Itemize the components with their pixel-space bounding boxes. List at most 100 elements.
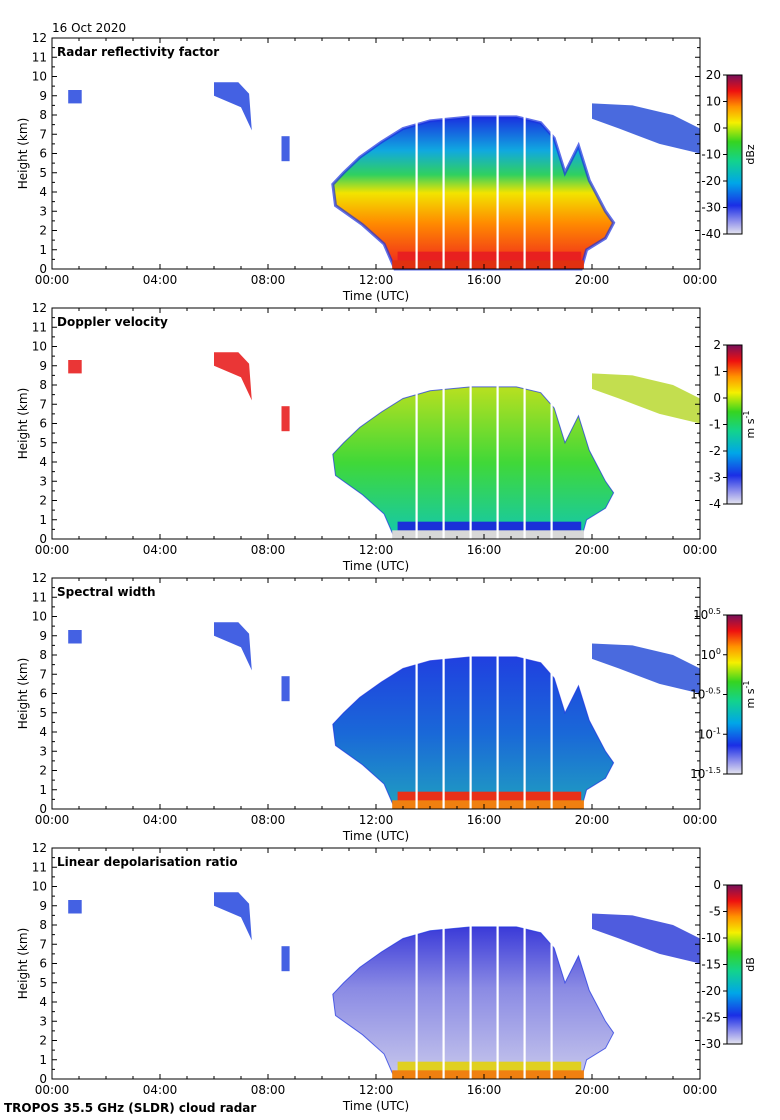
y-tick-label: 2 (39, 224, 47, 238)
y-tick-label: 10 (32, 610, 47, 624)
date-label: 16 Oct 2020 (52, 21, 127, 35)
echo-region-upper (592, 103, 700, 154)
y-axis-label: Height (km) (16, 118, 30, 189)
colorbar (726, 614, 743, 775)
y-tick-label: 2 (39, 494, 47, 508)
echo-region-upper (592, 643, 700, 694)
data-gap (442, 921, 445, 1079)
y-tick-label: 10 (32, 70, 47, 84)
colorbar-tick-label: 0 (713, 391, 721, 405)
echo-region-early (281, 676, 290, 702)
data-gap (550, 381, 553, 539)
y-axis-label: Height (km) (16, 388, 30, 459)
y-tick-label: 5 (39, 706, 47, 720)
y-tick-label: 1 (39, 243, 47, 257)
y-tick-label: 8 (39, 918, 47, 932)
data-gap (469, 921, 472, 1079)
data-gap (550, 651, 553, 809)
x-tick-label: 12:00 (359, 543, 394, 557)
y-tick-label: 3 (39, 1014, 47, 1028)
y-tick-label: 3 (39, 744, 47, 758)
echo-region-early (214, 892, 252, 941)
colorbar-tick-label: -15 (701, 958, 721, 972)
x-tick-label: 04:00 (143, 543, 178, 557)
colorbar-tick-label: -5 (709, 905, 721, 919)
data-gap (496, 111, 499, 270)
y-tick-label: 0 (39, 1072, 47, 1086)
y-tick-label: 7 (39, 937, 47, 951)
y-tick-label: 4 (39, 455, 47, 469)
y-tick-label: 9 (39, 89, 47, 103)
y-tick-label: 11 (32, 590, 47, 604)
y-tick-label: 2 (39, 764, 47, 778)
data-gap (523, 381, 526, 539)
data-gap (523, 111, 526, 270)
panel-title: Spectral width (57, 585, 156, 599)
surface-layer (392, 1070, 584, 1079)
x-tick-label: 16:00 (467, 273, 502, 287)
surface-layer (392, 260, 584, 269)
y-tick-label: 12 (32, 841, 47, 855)
x-tick-label: 12:00 (359, 273, 394, 287)
colorbar-tick-label: 100 (701, 647, 721, 662)
colorbar-tick-label: -30 (701, 201, 721, 215)
data-gap (442, 111, 445, 270)
x-tick-label: 00:00 (35, 1083, 70, 1097)
echo-region-early (68, 90, 82, 104)
x-tick-label: 00:00 (683, 813, 718, 827)
surface-layer (392, 530, 584, 539)
colorbar-tick-label: -40 (701, 227, 721, 241)
data-gap (469, 111, 472, 270)
x-tick-label: 20:00 (575, 543, 610, 557)
echo-region-early (281, 406, 290, 432)
y-tick-label: 4 (39, 995, 47, 1009)
y-tick-label: 9 (39, 359, 47, 373)
echo-region-early (281, 946, 290, 972)
data-gap (550, 111, 553, 270)
y-axis-label: Height (km) (16, 658, 30, 729)
data-gap (415, 651, 418, 809)
echo-region-main (332, 386, 615, 540)
y-tick-label: 5 (39, 976, 47, 990)
y-tick-label: 4 (39, 725, 47, 739)
colorbar-tick-label: 10-0.5 (690, 687, 721, 702)
x-axis-label: Time (UTC) (342, 829, 409, 843)
y-axis-label: Height (km) (16, 928, 30, 999)
x-axis-label: Time (UTC) (342, 289, 409, 303)
x-tick-label: 04:00 (143, 1083, 178, 1097)
y-tick-label: 2 (39, 1034, 47, 1048)
panel-title: Linear depolarisation ratio (57, 855, 238, 869)
y-tick-label: 1 (39, 783, 47, 797)
echo-region-upper (592, 913, 700, 964)
y-tick-label: 5 (39, 436, 47, 450)
y-tick-label: 1 (39, 513, 47, 527)
footer-caption: TROPOS 35.5 GHz (SLDR) cloud radar (4, 1101, 257, 1115)
y-tick-label: 9 (39, 629, 47, 643)
y-tick-label: 10 (32, 340, 47, 354)
colorbar-tick-label: 1 (713, 365, 721, 379)
colorbar-tick-label: -20 (701, 174, 721, 188)
x-tick-label: 04:00 (143, 273, 178, 287)
colorbar-tick-label: 10-1.5 (690, 766, 721, 781)
y-tick-label: 4 (39, 185, 47, 199)
data-gap (496, 651, 499, 809)
x-tick-label: 16:00 (467, 543, 502, 557)
colorbar-tick-label: -3 (709, 471, 721, 485)
data-gap (469, 381, 472, 539)
data-gap (415, 381, 418, 539)
echo-region-early (68, 900, 82, 914)
data-gap (442, 651, 445, 809)
echo-region-early (68, 360, 82, 374)
y-tick-label: 12 (32, 31, 47, 45)
colorbar-label: m s-1 (742, 681, 757, 709)
x-tick-label: 00:00 (35, 813, 70, 827)
y-tick-label: 8 (39, 108, 47, 122)
colorbar-tick-label: 0 (713, 121, 721, 135)
x-tick-label: 00:00 (683, 543, 718, 557)
x-tick-label: 20:00 (575, 273, 610, 287)
colorbar-tick-label: -1 (709, 418, 721, 432)
